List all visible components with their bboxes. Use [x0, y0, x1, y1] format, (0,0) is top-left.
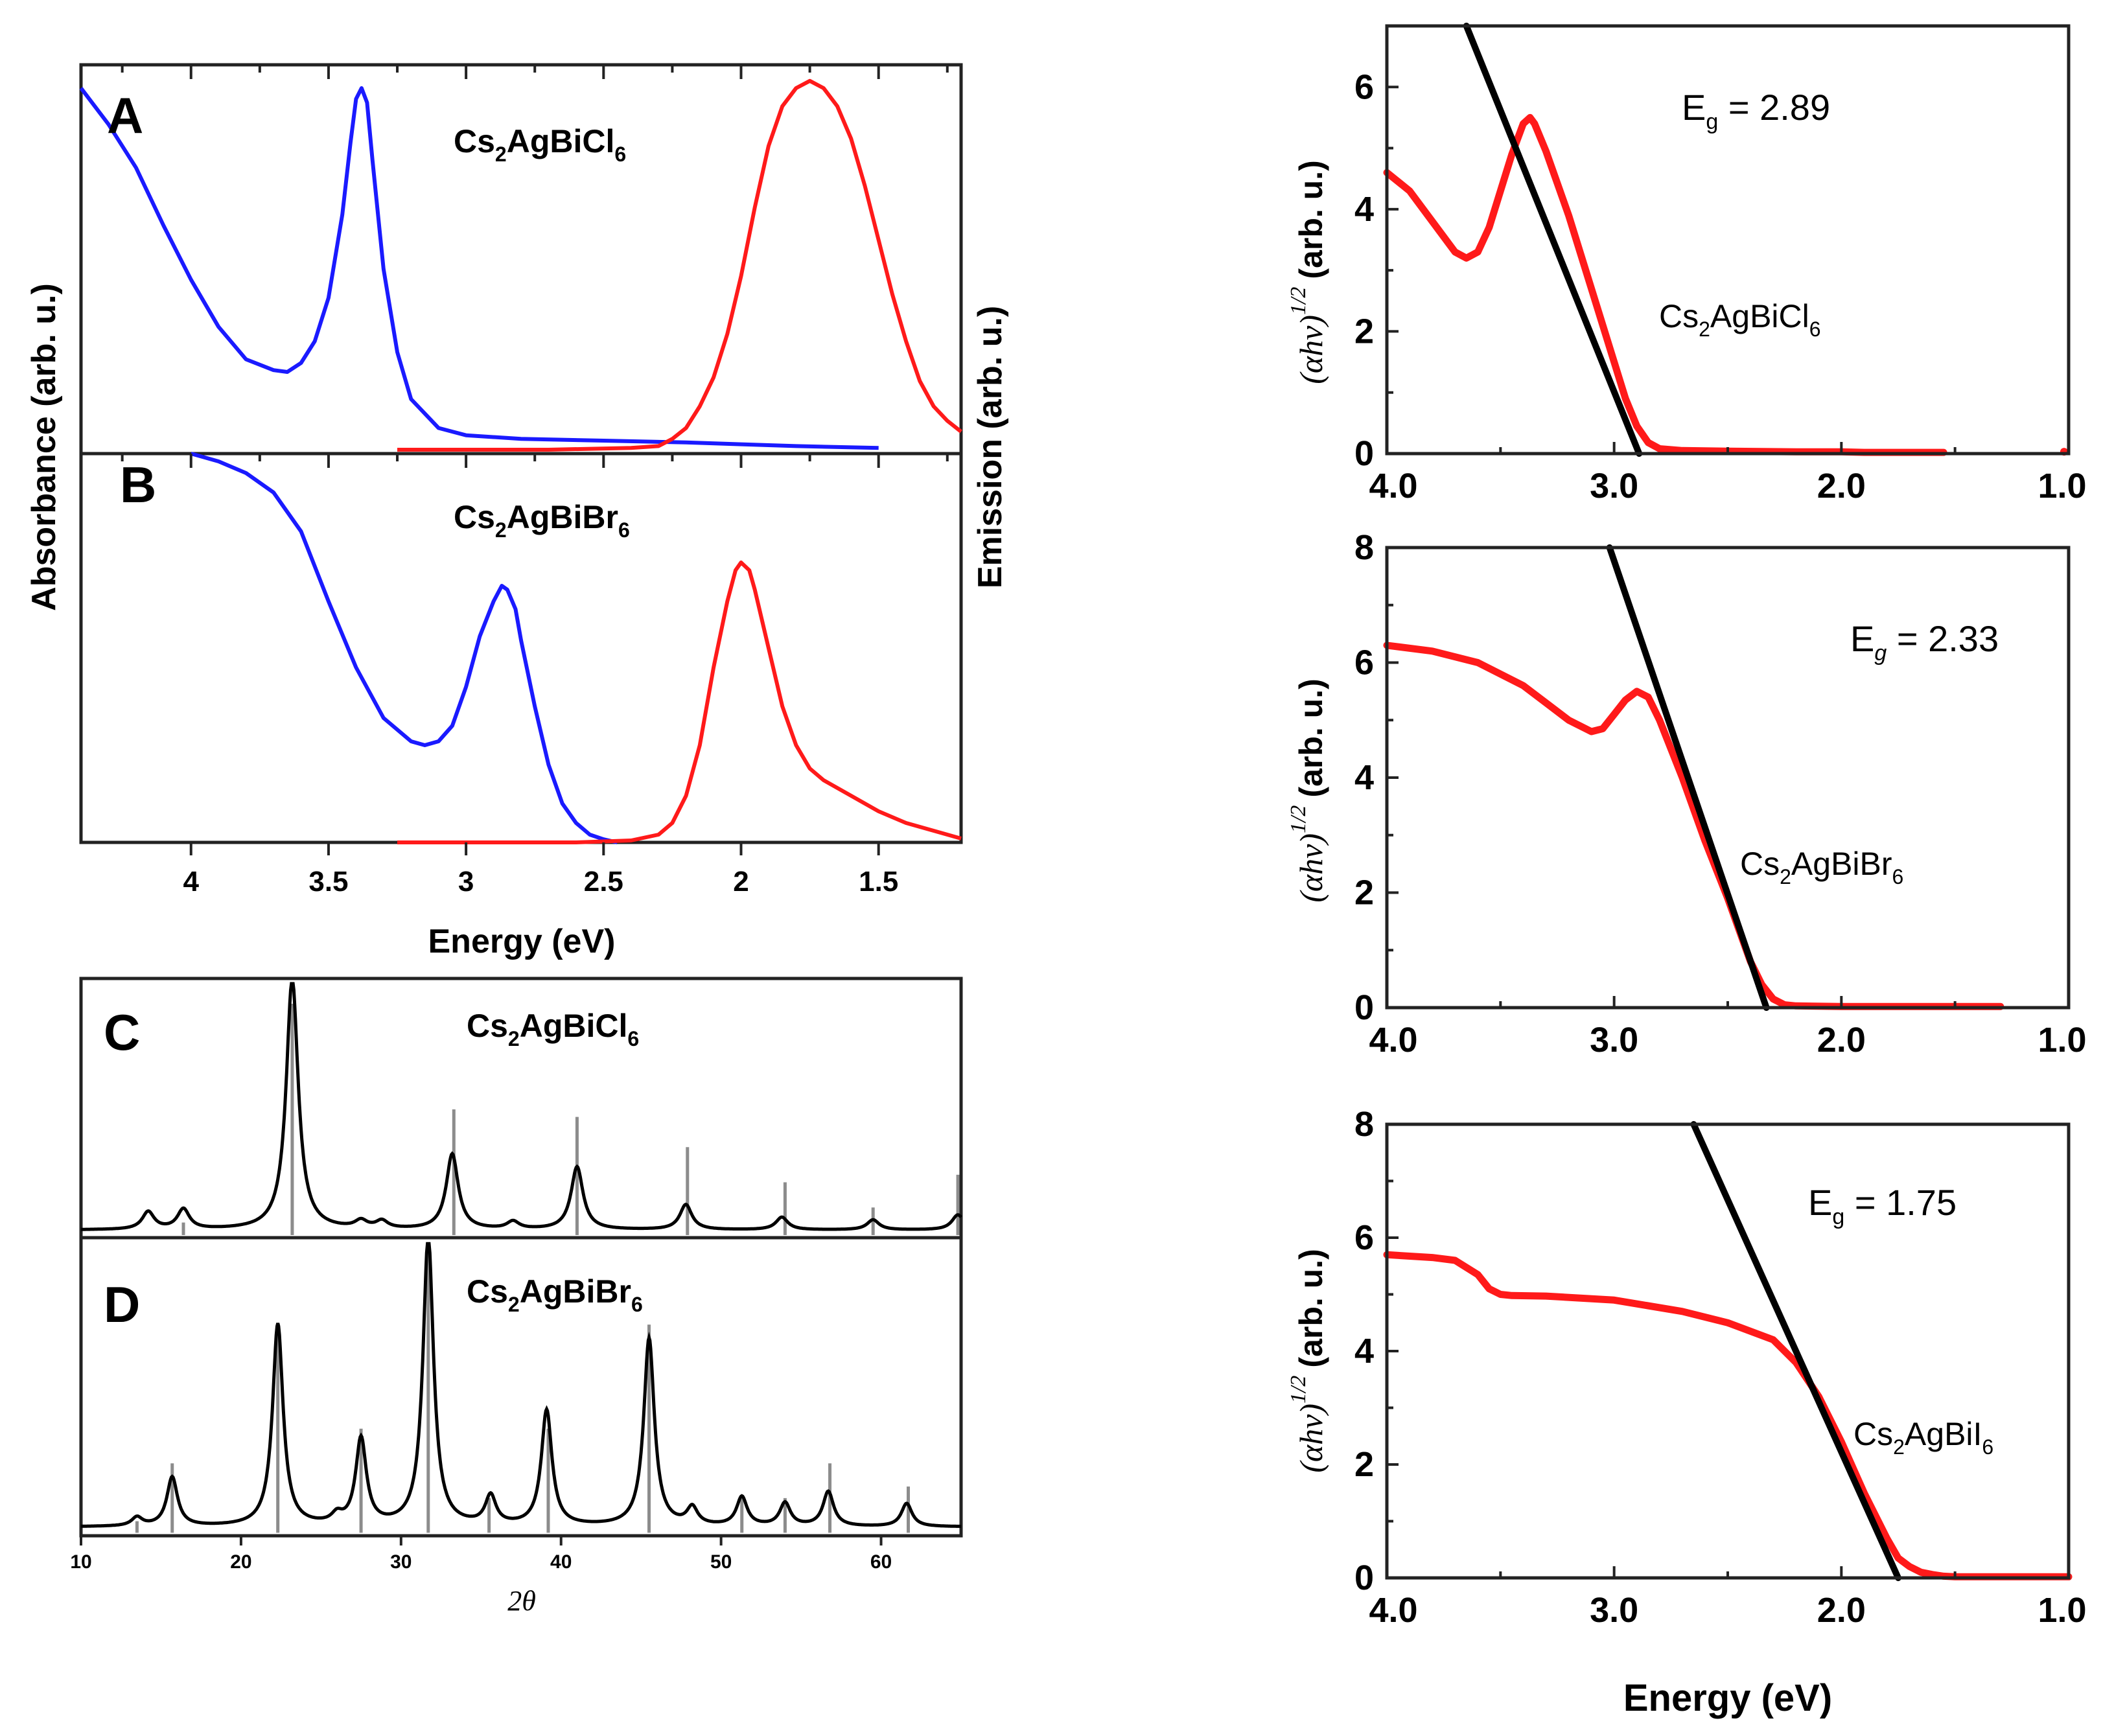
x-tick-label: 40	[550, 1551, 572, 1573]
tauc-data-line	[1383, 642, 2004, 1010]
x-tick-label: 4	[183, 866, 200, 897]
x-tick-label: 1.0	[2038, 467, 2086, 505]
panel-a-marks	[79, 65, 962, 452]
tauc-f-marks	[1383, 544, 2004, 1011]
absorbance-axis-label: Absorbance (arb. u.)	[25, 283, 63, 611]
x-tick-label: 2.0	[1817, 1591, 1866, 1630]
panel-c-marks	[81, 982, 962, 1235]
x-tick-label: 30	[390, 1551, 412, 1573]
x-tick-label: 1.5	[859, 866, 898, 897]
tauc-f-ylabel: (αhν)1/2(arb. u.)	[1286, 678, 1329, 903]
panel-d-letter: D	[104, 1276, 140, 1333]
panel-d-marks	[81, 1242, 961, 1533]
panel-d-compound: Cs2AgBiBr6	[467, 1273, 643, 1316]
x-tick-label: 2	[733, 866, 749, 897]
tauc-g-eg: Eg = 1.75	[1808, 1182, 1957, 1229]
tauc-e-eg: Eg = 2.89	[1682, 87, 1830, 134]
x-tick-label: 2.0	[1817, 467, 1866, 505]
x-tick-label: 3.0	[1590, 1591, 1638, 1630]
emission-axis-label: Emission (arb. u.)	[971, 306, 1009, 588]
panel-b: B Cs2AgBiBr6 4 3.5 3 2.5 2 1.5 Energy (eV)	[79, 452, 963, 960]
y-tick-label: 8	[1354, 528, 1374, 567]
y-tick-label: 6	[1354, 1218, 1374, 1257]
panel-b-marks	[121, 452, 962, 844]
y-tick-label: 0	[1354, 1558, 1374, 1597]
x-tick-label: 3	[458, 866, 474, 897]
x-tick-label: 4.0	[1369, 1021, 1417, 1059]
y-tick-label: 4	[1354, 1332, 1374, 1371]
x-tick-label: 10	[70, 1551, 91, 1573]
panel-c-compound: Cs2AgBiCl6	[467, 1008, 639, 1050]
tauc-fit-line	[1690, 1121, 1901, 1581]
two-theta-axis: 10 20 30 40 50 60	[70, 1536, 892, 1573]
x-tick-label: 1.0	[2038, 1591, 2086, 1630]
y-tick-label: 4	[1354, 758, 1374, 797]
x-tick-label: 1.0	[2038, 1021, 2086, 1059]
tauc-f-compound: Cs2AgBiBr6	[1740, 846, 1903, 888]
x-tick-label: 2.5	[584, 866, 623, 897]
tauc-fit-line	[1463, 23, 1643, 457]
x-tick-label: 4.0	[1369, 467, 1417, 505]
panel-a: A Cs2AgBiCl6	[79, 63, 963, 456]
y-tick-label: 6	[1354, 67, 1374, 106]
absorbance-series-line	[79, 86, 879, 450]
tauc-f-axes: 4.0 3.0 2.0 1.0 0 2 4 6 8	[1354, 528, 2087, 1059]
tauc-energy-axis-title: Energy (eV)	[1623, 1677, 1832, 1719]
x-tick-label: 50	[710, 1551, 732, 1573]
y-tick-label: 2	[1354, 874, 1374, 912]
panel-d-frame	[79, 1236, 963, 1538]
panel-c: C Cs2AgBiCl6	[79, 977, 963, 1240]
panel-c-letter: C	[104, 1004, 140, 1061]
tauc-e-ylabel: (αhν)1/2(arb. u.)	[1286, 160, 1329, 384]
panel-b-letter: B	[120, 456, 156, 513]
y-tick-label: 0	[1354, 988, 1374, 1027]
tauc-fit-line	[1606, 544, 1770, 1011]
tauc-g-axes: 4.0 3.0 2.0 1.0 0 2 4 6 8	[1354, 1105, 2087, 1630]
panel-a-letter: A	[107, 87, 143, 144]
emission-series-line	[397, 561, 962, 844]
energy-axis: 4 3.5 3 2.5 2 1.5	[183, 842, 898, 897]
tauc-data-line	[1383, 113, 1947, 456]
x-tick-label: 3.5	[308, 866, 348, 897]
xrd-pattern-line	[81, 1242, 961, 1528]
two-theta-axis-title: 2θ	[507, 1585, 536, 1617]
tauc-g-compound: Cs2AgBiI6	[1853, 1416, 1993, 1459]
tauc-f-frame	[1385, 546, 2071, 1010]
x-tick-label: 60	[870, 1551, 892, 1573]
x-tick-label: 2.0	[1817, 1021, 1866, 1059]
y-tick-label: 4	[1354, 190, 1374, 229]
tauc-g-ylabel: (αhν)1/2(arb. u.)	[1286, 1249, 1329, 1473]
panel-a-compound: Cs2AgBiCl6	[454, 123, 626, 166]
absorbance-series-line	[190, 452, 618, 844]
y-tick-label: 8	[1354, 1105, 1374, 1144]
tauc-panel-g: 4.0 3.0 2.0 1.0 0 2 4 6 8 (αhν)1/2(arb. u.) Eg =…	[1286, 1105, 2087, 1719]
tauc-panel-e: 4.0 3.0 2.0 1.0 0 2 4 6 (αhν)1/2(arb. u.) Eg = …	[1286, 23, 2087, 505]
x-tick-label: 3.0	[1590, 1021, 1638, 1059]
tauc-g-marks	[1383, 1121, 2073, 1581]
tauc-f-eg: Eg = 2.33	[1850, 618, 1999, 665]
panel-b-compound: Cs2AgBiBr6	[454, 499, 630, 542]
emission-series-line	[397, 78, 962, 452]
xrd-pattern-line	[81, 982, 962, 1231]
y-tick-label: 2	[1354, 312, 1374, 351]
x-tick-label: 20	[230, 1551, 251, 1573]
y-tick-label: 2	[1354, 1445, 1374, 1484]
tauc-e-axes: 4.0 3.0 2.0 1.0 0 2 4 6	[1354, 67, 2087, 505]
tauc-e-compound: Cs2AgBiCl6	[1659, 298, 1821, 341]
energy-axis-title: Energy (eV)	[428, 923, 616, 960]
tauc-data-line	[1383, 1251, 2073, 1580]
y-tick-label: 6	[1354, 643, 1374, 682]
x-tick-label: 3.0	[1590, 467, 1638, 505]
x-tick-label: 4.0	[1369, 1591, 1417, 1630]
y-tick-label: 0	[1354, 434, 1374, 473]
tauc-panel-f: 4.0 3.0 2.0 1.0 0 2 4 6 8 (αhν)1/2(arb. u.) Eg =…	[1286, 528, 2087, 1059]
panel-d: D Cs2AgBiBr6 10 20 30 40 50 60 2θ	[70, 1236, 963, 1617]
